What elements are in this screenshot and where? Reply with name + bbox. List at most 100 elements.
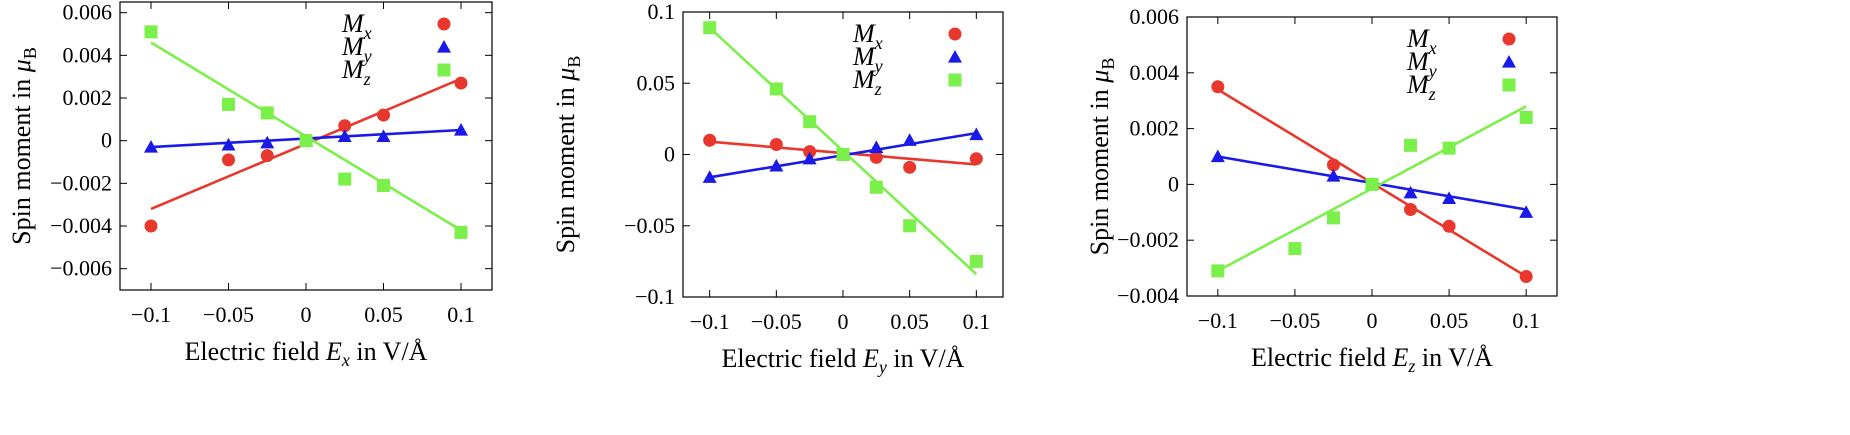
data-point-mz bbox=[454, 225, 468, 239]
x-axis-label: Electric field Ez in V/Å bbox=[1251, 343, 1493, 376]
data-point-mx bbox=[969, 152, 983, 166]
data-point-mx bbox=[903, 160, 917, 174]
x-tick-label: 0.1 bbox=[447, 302, 475, 327]
data-point-mx bbox=[869, 150, 883, 164]
data-point-mz bbox=[1365, 177, 1379, 191]
x-tick-label: 0.1 bbox=[1512, 308, 1540, 333]
data-point-my bbox=[1519, 205, 1534, 218]
legend-marker-mz bbox=[437, 63, 451, 77]
data-point-mx bbox=[377, 108, 390, 122]
data-point-mx bbox=[338, 119, 352, 133]
data-point-mz bbox=[903, 219, 917, 233]
y-tick-label: −0.002 bbox=[1117, 227, 1179, 252]
data-point-my bbox=[902, 133, 917, 146]
plot-frame bbox=[1186, 16, 1558, 297]
x-tick-label: −0.05 bbox=[203, 302, 254, 327]
data-point-mx bbox=[1519, 269, 1533, 283]
x-tick-label: 0.05 bbox=[890, 309, 929, 334]
data-point-my bbox=[1326, 169, 1341, 182]
data-point-mx bbox=[1442, 219, 1456, 233]
chart-panel-ez: −0.004 −0.002 0 0.002 0.004 0.006 −0.1 −0.05 0 0.… bbox=[1085, 4, 1558, 376]
legend-marker-mx bbox=[948, 27, 962, 41]
plot-frame bbox=[682, 11, 1004, 298]
data-point-mz bbox=[969, 254, 983, 268]
x-tick-label: 0.05 bbox=[1430, 308, 1469, 333]
data-point-mz bbox=[836, 148, 850, 161]
data-point-mx bbox=[222, 153, 235, 167]
data-point-mx bbox=[769, 138, 783, 152]
data-point-mz bbox=[769, 82, 783, 96]
legend-marker-mx bbox=[437, 17, 451, 31]
y-tick-label: −0.004 bbox=[50, 213, 112, 238]
chart-panel-ex: −0.006 −0.004 −0.002 0 0.002 0.004 0.006 −0.1 −0… bbox=[7, 0, 493, 370]
y-tick-label: 0.006 bbox=[1130, 4, 1180, 29]
x-axis-label: Electric field Ey in V/Å bbox=[722, 344, 965, 377]
data-point-mx bbox=[1211, 80, 1225, 94]
x-tick-label: −0.1 bbox=[690, 309, 730, 334]
data-point-my bbox=[1403, 185, 1418, 199]
data-point-mz bbox=[1211, 264, 1225, 278]
data-point-my bbox=[702, 170, 717, 183]
y-tick-label: 0.002 bbox=[63, 85, 113, 110]
y-tick-label: −0.002 bbox=[50, 170, 112, 195]
data-point-mx bbox=[1326, 158, 1340, 172]
x-tick-label: −0.1 bbox=[131, 302, 171, 327]
data-point-my bbox=[969, 127, 984, 141]
data-point-mz bbox=[377, 178, 390, 192]
legend-marker-mx bbox=[1502, 32, 1516, 46]
data-point-mz bbox=[1519, 110, 1533, 124]
x-tick-label: 0 bbox=[838, 309, 849, 334]
data-point-mx bbox=[703, 133, 717, 147]
data-point-my bbox=[260, 135, 275, 149]
data-point-my bbox=[1442, 191, 1457, 204]
data-point-mz bbox=[1404, 138, 1418, 152]
data-point-mx bbox=[1404, 203, 1418, 217]
y-tick-label: −0.006 bbox=[50, 256, 112, 281]
y-tick-label: −0.1 bbox=[635, 284, 675, 309]
x-tick-label: 0 bbox=[1367, 308, 1378, 333]
y-axis-label: Spin moment in μB bbox=[1085, 58, 1118, 256]
data-point-mz bbox=[144, 25, 158, 39]
data-point-mz bbox=[299, 134, 313, 148]
x-tick-label: 0.05 bbox=[364, 302, 403, 327]
x-tick-label: 0.1 bbox=[963, 309, 991, 334]
legend-marker-my bbox=[1502, 55, 1516, 68]
y-tick-label: 0.002 bbox=[1130, 116, 1180, 141]
data-point-mx bbox=[260, 149, 274, 163]
data-point-my bbox=[144, 140, 158, 153]
y-tick-label: −0.05 bbox=[624, 213, 675, 238]
x-axis-label: Electric field Ex in V/Å bbox=[185, 337, 428, 370]
y-tick-label: 0.1 bbox=[648, 0, 676, 24]
data-point-mz bbox=[1288, 242, 1302, 256]
plot-frame bbox=[119, 1, 493, 291]
y-tick-label: 0.004 bbox=[63, 42, 113, 67]
data-point-mz bbox=[222, 97, 235, 111]
y-tick-label: 0.006 bbox=[63, 0, 113, 25]
x-tick-label: −0.05 bbox=[1269, 308, 1320, 333]
data-point-mx bbox=[803, 145, 817, 159]
y-axis-label: Spin moment in μB bbox=[7, 47, 40, 245]
data-point-mz bbox=[1442, 141, 1456, 155]
data-point-my bbox=[1210, 149, 1225, 163]
data-point-my bbox=[869, 140, 884, 153]
data-point-my bbox=[802, 151, 817, 165]
data-point-mx bbox=[454, 76, 468, 90]
data-point-mz bbox=[803, 115, 817, 129]
data-point-my bbox=[454, 123, 468, 136]
data-point-mz bbox=[869, 180, 883, 194]
y-tick-label: 0 bbox=[1168, 171, 1179, 196]
data-point-my bbox=[337, 129, 352, 142]
data-point-mz bbox=[338, 172, 352, 186]
data-point-mz bbox=[703, 21, 717, 35]
x-tick-label: 0 bbox=[301, 302, 312, 327]
y-tick-label: −0.004 bbox=[1117, 283, 1179, 308]
x-tick-label: −0.1 bbox=[1198, 308, 1238, 333]
y-axis-label: Spin moment in μB bbox=[551, 56, 584, 254]
y-tick-label: 0 bbox=[101, 128, 112, 153]
data-point-my bbox=[376, 129, 391, 142]
legend-marker-my bbox=[948, 50, 962, 63]
data-point-my bbox=[221, 137, 236, 151]
data-point-mz bbox=[260, 106, 274, 120]
